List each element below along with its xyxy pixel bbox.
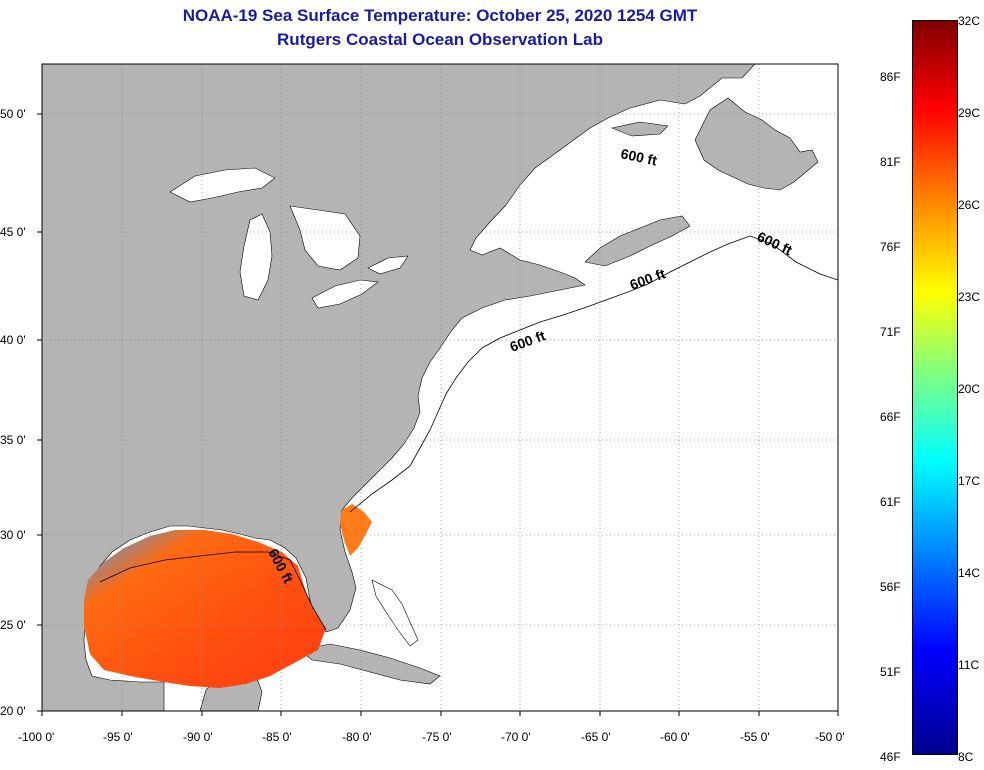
colorbar-fahrenheit-label: 76F	[880, 240, 901, 254]
plot-frame	[41, 63, 839, 712]
sst-data-florida-east	[340, 504, 372, 556]
lon-tick-label: -95 0'	[103, 730, 133, 744]
lat-tick-label: 20 0'	[0, 704, 26, 718]
lon-tick-label: -65 0'	[581, 730, 611, 744]
lat-tick-label: 45 0'	[0, 225, 26, 239]
lon-tick-label: -55 0'	[740, 730, 770, 744]
lon-tick-label: -80 0'	[342, 730, 372, 744]
axis-ticks	[37, 113, 839, 716]
lat-tick-label: 50 0'	[0, 107, 26, 121]
lon-tick-label: -50 0'	[815, 730, 845, 744]
land-nova-scotia	[584, 215, 691, 267]
lake-erie	[311, 279, 379, 309]
lon-tick-label: -85 0'	[262, 730, 292, 744]
lake-michigan	[239, 213, 273, 301]
map-subtitle: Rutgers Coastal Ocean Observation Lab	[277, 30, 603, 49]
colorbar-fahrenheit-label: 61F	[880, 495, 901, 509]
lon-tick-label: -70 0'	[501, 730, 531, 744]
colorbar-celsius-label: 17C	[958, 474, 981, 488]
lat-tick-label: 40 0'	[0, 333, 26, 347]
colorbar-fahrenheit-label: 71F	[880, 325, 901, 339]
colorbar-celsius-label: 8C	[958, 750, 974, 764]
colorbar-fahrenheit-label: 51F	[880, 665, 901, 679]
lon-tick-label: -60 0'	[660, 730, 690, 744]
land-newfoundland	[694, 97, 819, 191]
colorbar-celsius-label: 23C	[958, 290, 981, 304]
land-bahamas	[371, 579, 419, 647]
map-title: NOAA-19 Sea Surface Temperature: October…	[182, 6, 698, 25]
colorbar-celsius-label: 32C	[958, 14, 981, 28]
lat-tick-label: 25 0'	[0, 618, 26, 632]
colorbar-celsius-label: 20C	[958, 382, 981, 396]
colorbar-celsius-label: 14C	[958, 566, 981, 580]
colorbar-celsius-label: 11C	[958, 658, 980, 672]
land-north-america	[42, 64, 756, 711]
land-cuba	[299, 643, 441, 685]
colorbar-celsius-label: 26C	[958, 198, 981, 212]
contour-600ft	[349, 235, 838, 513]
colorbar-gradient	[913, 21, 957, 754]
grid-lines	[42, 64, 838, 711]
land-anticosti	[610, 121, 669, 137]
colorbar-celsius-label: 29C	[958, 106, 981, 120]
colorbar	[912, 20, 958, 755]
colorbar-fahrenheit-label: 81F	[880, 155, 901, 169]
sst-data-gulf	[84, 530, 326, 688]
colorbar-fahrenheit-label: 66F	[880, 410, 901, 424]
lon-tick-label: -75 0'	[422, 730, 452, 744]
contour-600ft-gulf	[99, 551, 327, 631]
lake-huron	[289, 205, 361, 271]
lake-ontario	[367, 255, 409, 275]
lon-tick-label: -90 0'	[183, 730, 213, 744]
colorbar-fahrenheit-label: 46F	[880, 750, 901, 764]
lake-superior	[169, 167, 276, 203]
lon-tick-label: -100 0'	[18, 730, 54, 744]
contour-label-1: 600 ft	[619, 145, 658, 168]
lat-tick-label: 30 0'	[0, 528, 26, 542]
lat-tick-label: 35 0'	[0, 433, 26, 447]
colorbar-fahrenheit-label: 86F	[880, 70, 901, 84]
colorbar-fahrenheit-label: 56F	[880, 580, 901, 594]
